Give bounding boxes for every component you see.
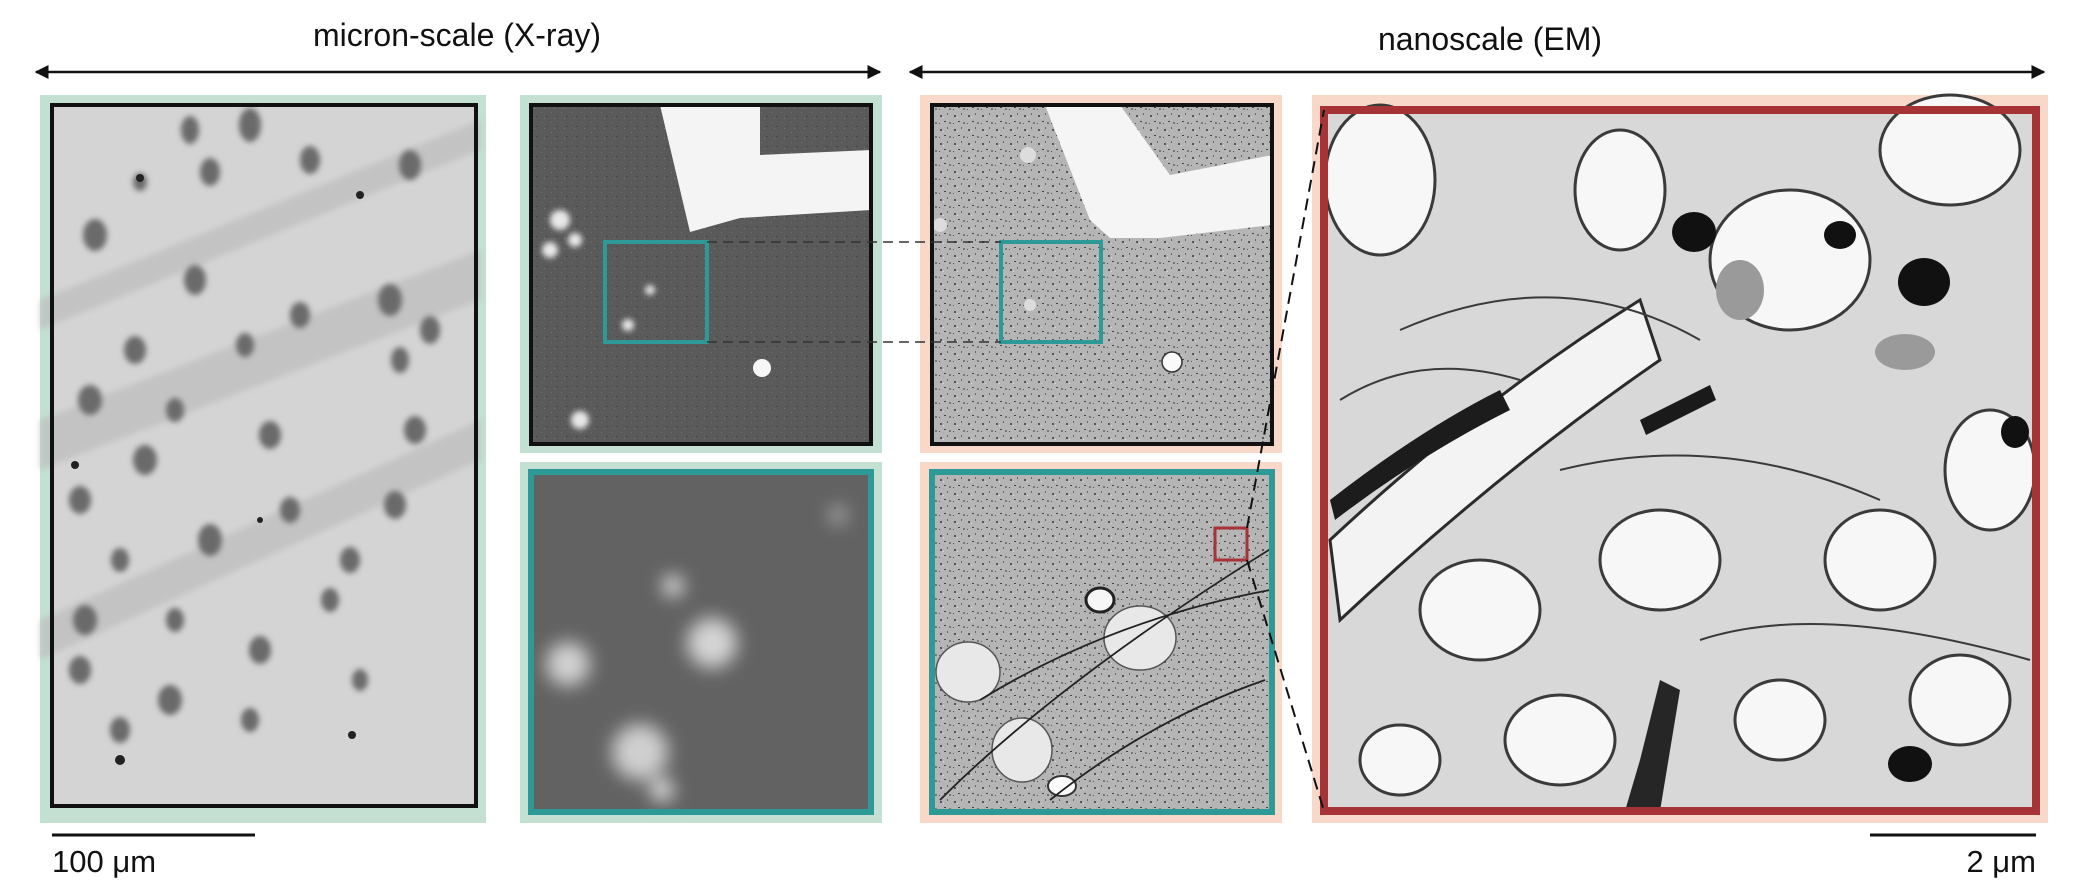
left-scale-label: 100 μm [52,844,156,879]
xray-overview-image [40,103,480,808]
em-overview-roi [999,240,1103,344]
em-zoom-roi [1213,526,1249,562]
xray-header: micron-scale (X-ray) [313,17,601,53]
em-zoom-image [929,469,1275,815]
xray-crop-overview-image [529,103,873,446]
xray-crop-roi [603,240,709,344]
xray-zoom-image [528,469,874,815]
zoom-connectors [1246,109,1325,812]
em-high-res-image [1320,93,2040,815]
roi-connectors [707,241,1001,343]
right-scale-label: 2 μm [1966,844,2036,879]
em-overview-image [930,103,1274,446]
em-header: nanoscale (EM) [1378,21,1602,57]
